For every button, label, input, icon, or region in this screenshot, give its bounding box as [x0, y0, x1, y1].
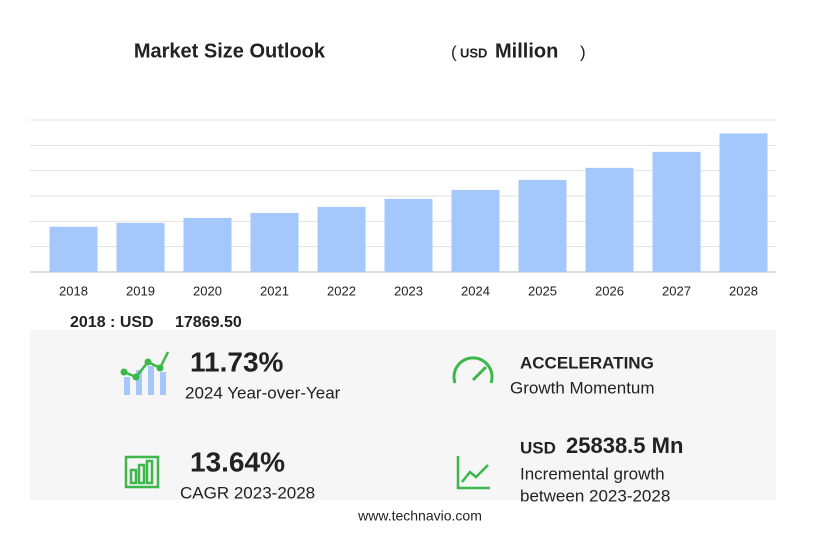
x-tick-label: 2024: [461, 283, 490, 298]
x-tick-label: 2027: [662, 283, 691, 298]
x-tick-label: 2019: [126, 283, 155, 298]
x-tick-label: 2020: [193, 283, 222, 298]
x-tick-label: 2018: [59, 283, 88, 298]
increment-value: 25838.5 Mn: [566, 433, 683, 458]
bar: [116, 222, 165, 272]
x-tick-label: 2022: [327, 283, 356, 298]
bar: [49, 226, 98, 272]
subtitle-part: (: [451, 42, 457, 61]
chart-title: Market Size Outlook: [134, 40, 326, 62]
x-tick-label: 2021: [260, 283, 289, 298]
x-tick-label: 2028: [729, 283, 758, 298]
footer: www.technavio.com: [357, 508, 482, 524]
bar: [719, 133, 768, 272]
momentum-value: ACCELERATING: [520, 353, 654, 372]
yoy-label: 2024 Year-over-Year: [185, 383, 341, 402]
stats-panel: [30, 330, 776, 500]
increment-icon: [456, 456, 490, 490]
base-label: 2018 : USD: [70, 314, 154, 331]
subtitle-part: Million: [495, 40, 558, 62]
bar: [183, 217, 232, 272]
x-tick-label: 2025: [528, 283, 557, 298]
momentum-label: Growth Momentum: [510, 378, 655, 397]
bar: [652, 151, 701, 272]
subtitle-part: ): [580, 42, 586, 61]
subtitle-part: USD: [460, 45, 487, 60]
bar: [451, 189, 500, 272]
increment-unit: USD: [520, 438, 556, 457]
base-value: 17869.50: [175, 314, 242, 331]
yoy-icon: [120, 351, 170, 395]
increment-label: between 2023-2028: [520, 486, 670, 505]
momentum-icon: [452, 356, 494, 384]
bar: [518, 179, 567, 272]
cagr-label: CAGR 2023-2028: [180, 483, 315, 502]
bar: [250, 212, 299, 272]
yoy-value: 11.73%: [190, 346, 284, 377]
cagr-value: 13.64%: [190, 446, 285, 477]
x-tick-label: 2026: [595, 283, 624, 298]
bar: [317, 206, 366, 272]
bar: [384, 198, 433, 272]
increment-label: Incremental growth: [520, 464, 665, 483]
cagr-icon: [124, 455, 160, 489]
bar: [585, 167, 634, 272]
x-tick-label: 2023: [394, 283, 423, 298]
